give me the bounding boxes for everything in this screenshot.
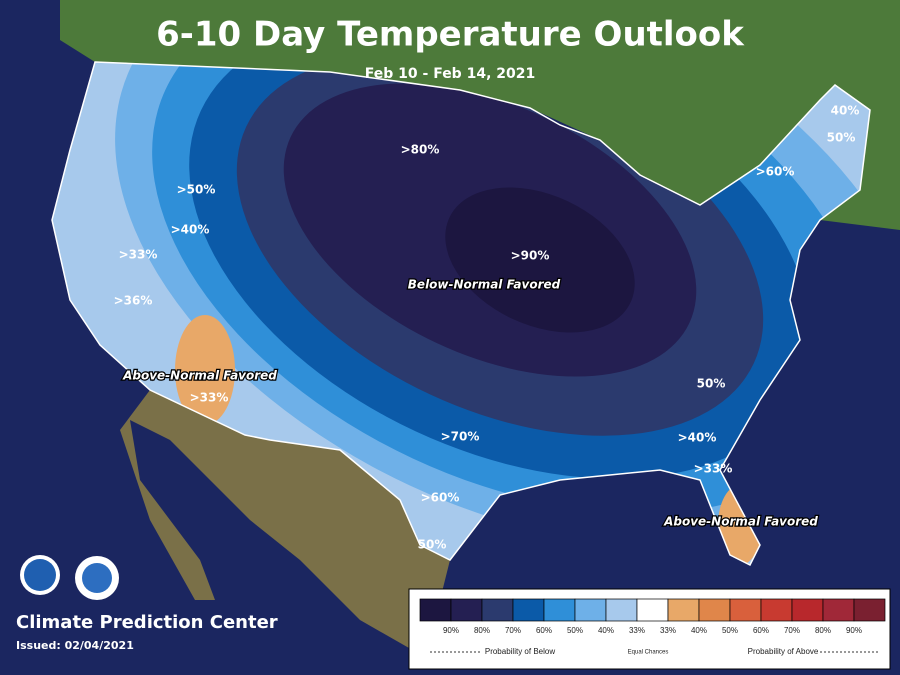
- legend-swatch: [419, 598, 452, 622]
- legend-swatch: [481, 598, 514, 622]
- map-label: 50%: [827, 131, 856, 145]
- legend-swatch: [729, 598, 762, 622]
- legend-swatch: [543, 598, 576, 622]
- nws-logo-inner: [82, 563, 112, 593]
- legend-below: Probability of Below: [485, 647, 555, 656]
- map-label: >50%: [177, 183, 216, 197]
- legend-tick-label: 70%: [784, 626, 800, 635]
- subtitle: Feb 10 - Feb 14, 2021: [365, 66, 535, 82]
- legend-tick-label: 50%: [722, 626, 738, 635]
- legend-swatch: [450, 598, 483, 622]
- region-label: Below-Normal Favored: [408, 278, 561, 292]
- legend-tick-label: 90%: [443, 626, 459, 635]
- map-label: >80%: [401, 143, 440, 157]
- band-90: [445, 187, 635, 333]
- map-label: >36%: [114, 294, 153, 308]
- map-label: 50%: [697, 377, 726, 391]
- legend-tick-label: 60%: [536, 626, 552, 635]
- map-label: 50%: [418, 538, 447, 552]
- title: 6-10 Day Temperature Outlook: [156, 15, 745, 55]
- legend-tick-label: 80%: [474, 626, 490, 635]
- legend-tick-label: 33%: [660, 626, 676, 635]
- legend-swatch: [512, 598, 545, 622]
- legend-tick-label: 60%: [753, 626, 769, 635]
- legend-tick-label: 90%: [846, 626, 862, 635]
- map-label: >33%: [119, 248, 158, 262]
- legend: Probability of Below Probability of Abov…: [408, 588, 891, 670]
- legend-swatch: [760, 598, 793, 622]
- map-label: >60%: [421, 491, 460, 505]
- region-label: Above-Normal Favored: [122, 369, 277, 383]
- legend-tick-label: 40%: [598, 626, 614, 635]
- legend-swatch: [698, 598, 731, 622]
- legend-above: Probability of Above: [748, 647, 819, 656]
- legend-tick-label: 50%: [567, 626, 583, 635]
- legend-equal: Equal Chances: [628, 650, 669, 656]
- noaa-logo-inner: [24, 559, 56, 591]
- map-label: >33%: [190, 391, 229, 405]
- legend-tick-label: 70%: [505, 626, 521, 635]
- map-label: >40%: [678, 431, 717, 445]
- legend-swatch: [853, 598, 886, 622]
- legend-tick-label: 33%: [629, 626, 645, 635]
- center-name: Climate Prediction Center: [16, 612, 278, 633]
- legend-swatch: [574, 598, 607, 622]
- legend-swatch: [791, 598, 824, 622]
- us-outline: [51, 61, 871, 567]
- above-west: [175, 315, 235, 425]
- legend-swatch: [605, 598, 638, 622]
- legend-swatch: [636, 598, 669, 622]
- canada: [60, 0, 900, 230]
- legend-swatch: [667, 598, 700, 622]
- map-label: >90%: [511, 249, 550, 263]
- map-label: 40%: [831, 104, 860, 118]
- legend-tick-label: 80%: [815, 626, 831, 635]
- map-label: >40%: [171, 223, 210, 237]
- map-label: >70%: [441, 430, 480, 444]
- issued-date: Issued: 02/04/2021: [16, 639, 134, 652]
- legend-swatch: [822, 598, 855, 622]
- map-label: >33%: [694, 462, 733, 476]
- map-label: >60%: [756, 165, 795, 179]
- mexico: [120, 390, 470, 660]
- legend-tick-label: 40%: [691, 626, 707, 635]
- region-label: Above-Normal Favored: [663, 515, 818, 529]
